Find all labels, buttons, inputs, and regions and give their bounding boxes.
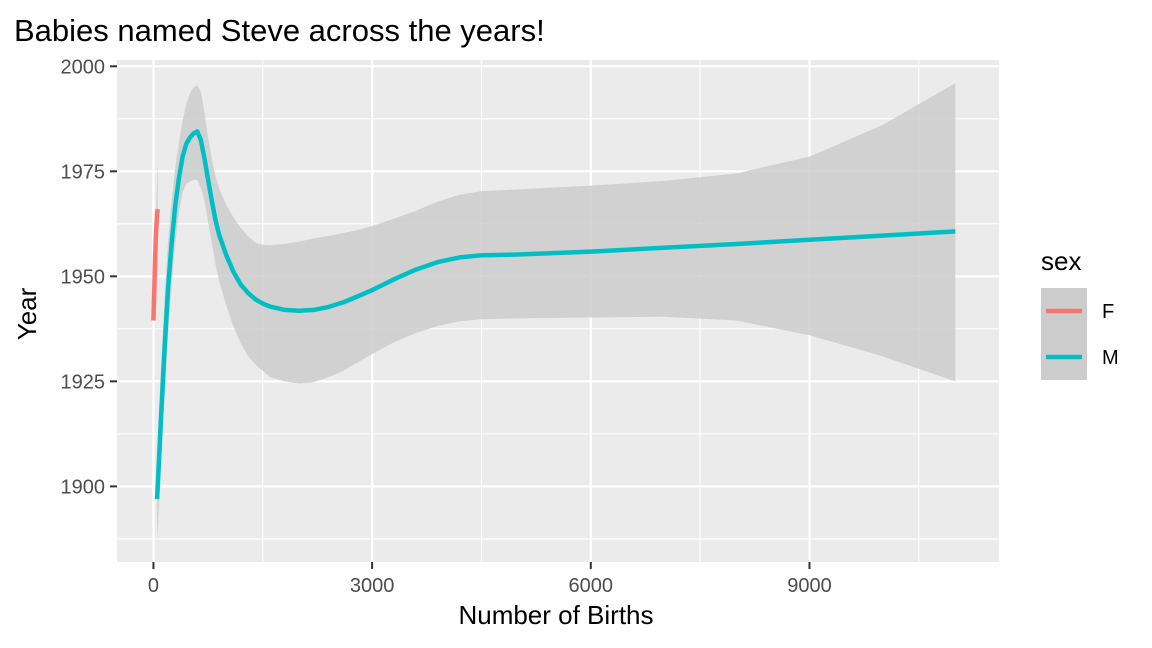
series-lines: [151, 129, 956, 500]
y-tick-label: 1975: [61, 161, 106, 183]
x-axis: 0 3000 6000 9000: [148, 562, 832, 597]
x-axis-title: Number of Births: [458, 600, 653, 630]
y-tick-label: 1925: [61, 371, 106, 393]
x-tick-label: 3000: [350, 575, 395, 597]
legend: sex FM: [1041, 246, 1119, 380]
x-tick-label: 0: [148, 575, 159, 597]
x-tick-label: 6000: [569, 575, 614, 597]
y-axis: 1900 1925 1950 1975 2000: [61, 56, 117, 498]
chart-title: Babies named Steve across the years!: [14, 13, 545, 48]
y-tick-label: 2000: [61, 56, 106, 78]
y-axis-title: Year: [12, 287, 42, 340]
legend-label-F: F: [1102, 301, 1114, 323]
legend-label-M: M: [1102, 347, 1119, 369]
series-line-M: [154, 129, 956, 500]
confidence-band-M: [157, 83, 956, 541]
x-tick-label: 9000: [787, 575, 832, 597]
legend-keys: FM: [1041, 288, 1119, 380]
y-tick-label: 1900: [61, 476, 106, 498]
y-tick-label: 1950: [61, 266, 106, 288]
series-line-F: [151, 208, 161, 321]
legend-title: sex: [1041, 246, 1081, 276]
